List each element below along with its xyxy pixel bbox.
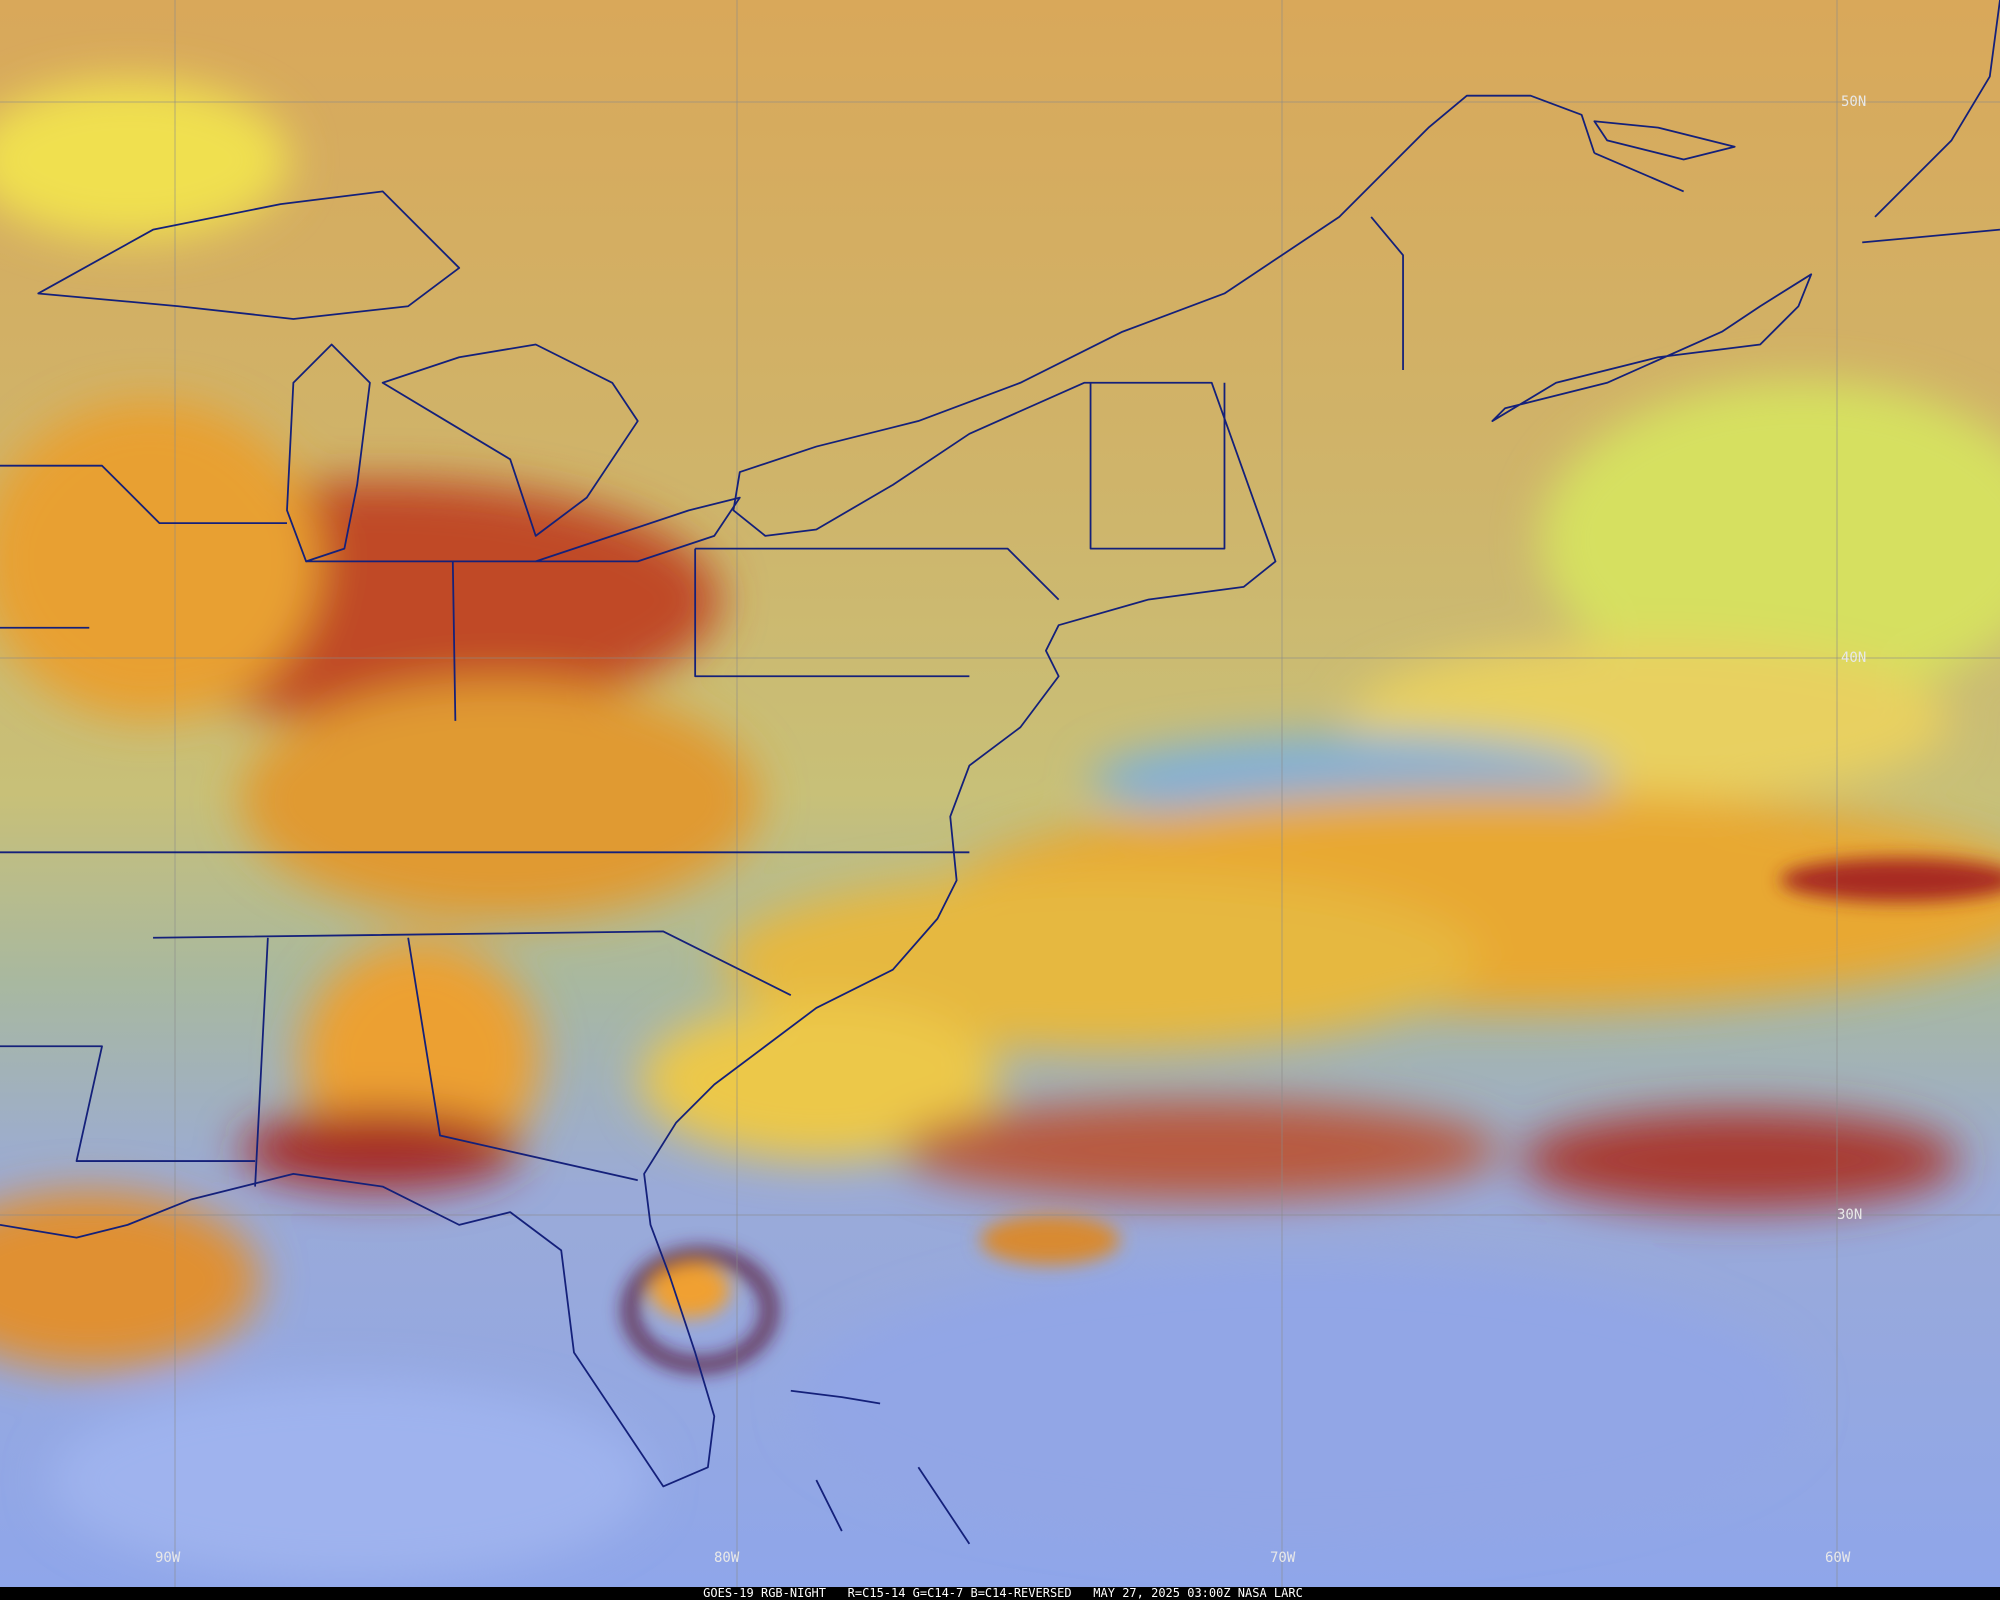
latitude-label: 50N [1841,94,1866,110]
state-lines [0,152,2000,1187]
longitude-label: 70W [1270,1550,1296,1566]
longitude-labels: 90W 80W 70W 60W [155,1550,1851,1566]
boundaries [0,0,2000,1545]
latitude-label: 40N [1841,650,1866,666]
islands [790,0,2000,1545]
caption: GOES-19 RGB-NIGHT R=C15-14 G=C14-7 B=C14… [703,1586,1303,1600]
latitude-label: 30N [1837,1207,1862,1223]
great-lakes [37,190,741,563]
caption-bar [0,1587,2000,1600]
longitude-label: 90W [155,1550,181,1566]
coastline [0,94,1596,1488]
longitude-label: 80W [714,1550,740,1566]
longitude-label: 60W [1825,1550,1851,1566]
latitude-labels: 50N 40N 30N [1837,94,1866,1223]
